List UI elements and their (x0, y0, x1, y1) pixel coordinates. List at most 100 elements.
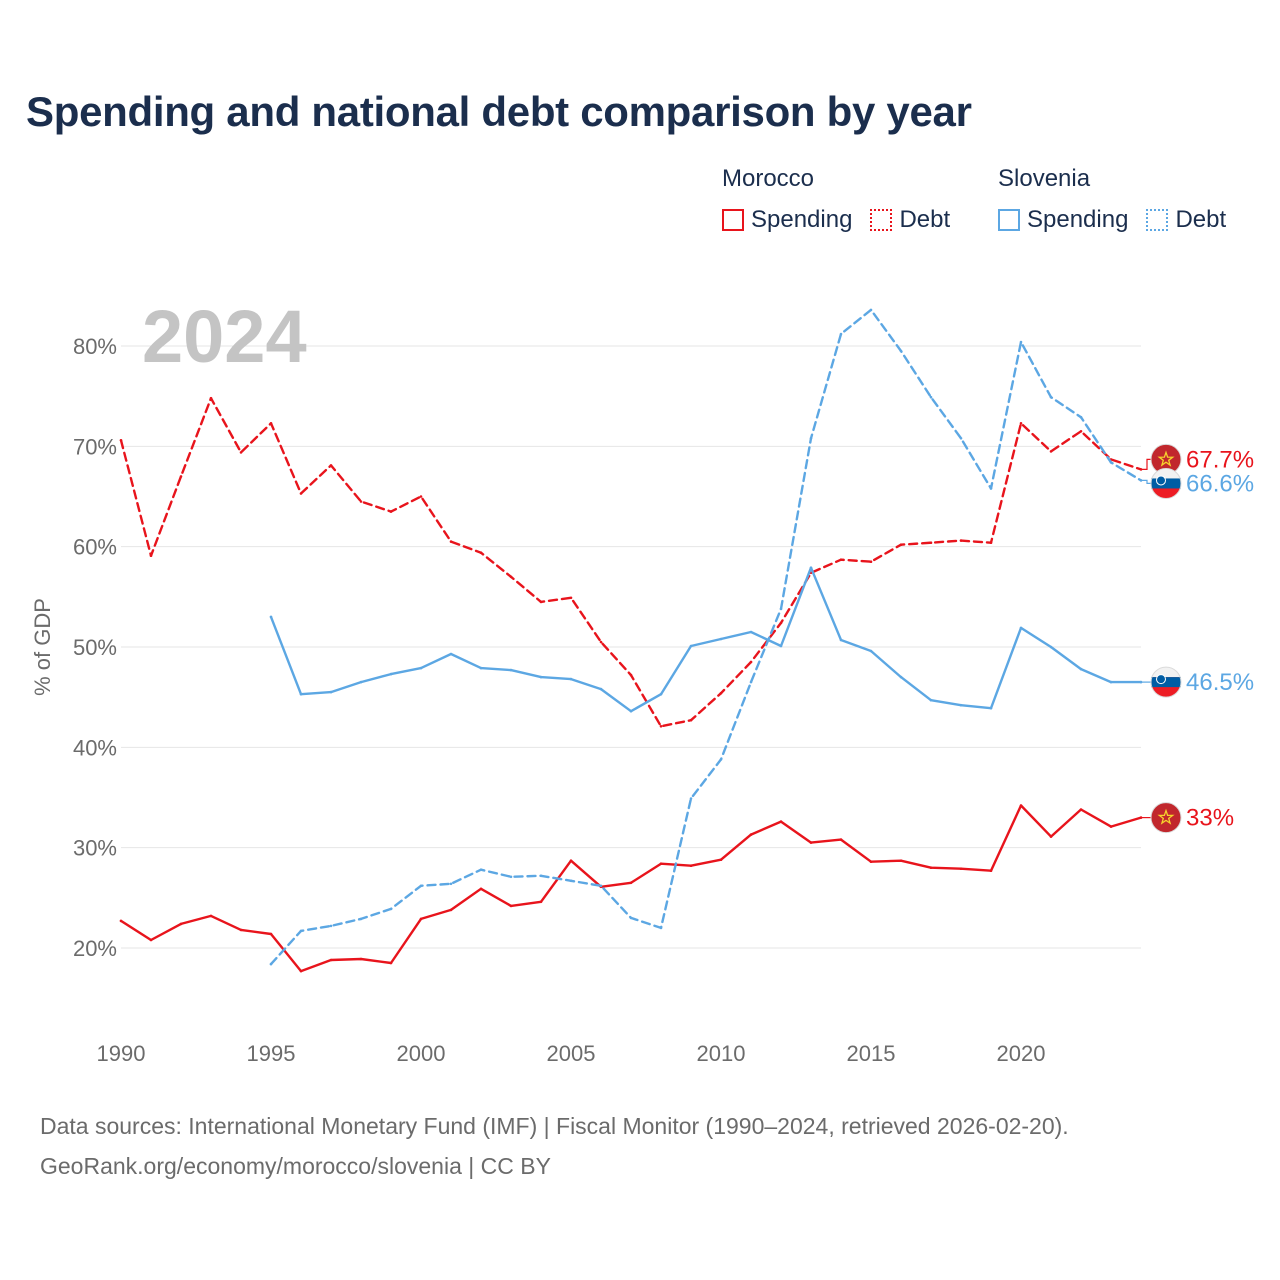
end-connector (1141, 479, 1151, 484)
data-point (659, 926, 663, 930)
legend-swatch-dotted (1146, 209, 1169, 231)
data-point (689, 644, 693, 648)
legend-label: Debt (899, 206, 951, 233)
data-point (629, 673, 633, 677)
data-point (509, 575, 513, 579)
data-point (629, 916, 633, 920)
legend-item-slovenia-spending[interactable]: Spending (998, 206, 1128, 234)
flag-outline (1150, 666, 1182, 698)
data-point (989, 541, 993, 544)
data-point (509, 668, 513, 672)
data-point (989, 487, 993, 490)
data-point (449, 882, 453, 886)
x-tick-label: 1990 (97, 1041, 146, 1066)
legend-item-slovenia-debt[interactable]: Debt (1146, 206, 1226, 234)
slovenia-flag-blue-band (1151, 478, 1181, 489)
data-point (989, 869, 993, 872)
data-point (1079, 430, 1083, 433)
data-point (779, 621, 783, 625)
series-line-slovenia-spending (269, 566, 1143, 713)
end-value-label: 46.5% (1186, 669, 1254, 696)
data-point (389, 907, 393, 911)
y-tick-label: 30% (73, 836, 117, 861)
data-point (599, 687, 603, 691)
data-point (269, 615, 273, 619)
legend-label: Spending (1027, 206, 1129, 233)
y-axis-label: % of GDP (30, 598, 55, 696)
slovenia-coat-of-arms-icon (1156, 674, 1166, 685)
data-point (629, 709, 633, 713)
legend-group-morocco: Morocco Spending Debt (722, 164, 950, 234)
slovenia-coat-of-arms-icon (1156, 475, 1166, 486)
legend-swatch-solid (998, 209, 1020, 231)
data-point (539, 874, 543, 878)
slovenia-flag-white-band (1151, 667, 1181, 683)
data-point (779, 607, 783, 611)
data-point (809, 566, 813, 569)
data-point (539, 900, 543, 904)
data-point (749, 660, 753, 664)
data-point (899, 859, 903, 862)
legend-item-morocco-spending[interactable]: Spending (722, 206, 852, 234)
data-point (689, 797, 693, 800)
data-point (149, 938, 153, 942)
data-point (329, 464, 333, 467)
legend-group-slovenia: Slovenia Spending Debt (998, 164, 1226, 234)
slovenia-flag-blue-band (1151, 677, 1181, 688)
data-point (1079, 667, 1083, 671)
data-point (599, 884, 603, 888)
legend-swatch-solid (722, 209, 744, 231)
data-point (1109, 680, 1113, 684)
data-point (299, 929, 303, 933)
flag-outline (1150, 467, 1182, 499)
data-point (449, 652, 453, 656)
x-tick-label: 1995 (247, 1041, 296, 1066)
data-point (959, 703, 963, 707)
data-point (899, 349, 903, 353)
data-point (719, 637, 723, 641)
series-line-morocco-spending (119, 804, 1143, 973)
data-point (479, 887, 483, 891)
data-point (419, 495, 423, 498)
morocco-star-icon (1157, 808, 1175, 825)
data-point (1019, 340, 1023, 344)
data-point (719, 858, 723, 861)
data-point (749, 630, 753, 634)
y-tick-label: 70% (73, 434, 117, 459)
y-tick-label: 20% (73, 936, 117, 961)
data-point (569, 596, 573, 600)
data-point (929, 698, 933, 702)
data-point (809, 437, 813, 440)
data-point (539, 600, 543, 604)
end-connector (1141, 458, 1151, 470)
data-point (209, 914, 213, 918)
data-point (269, 422, 273, 425)
data-point (779, 820, 783, 823)
data-point (659, 862, 663, 865)
data-point (329, 690, 333, 694)
data-point (389, 961, 393, 965)
y-tick-label: 50% (73, 635, 117, 660)
legend-item-morocco-debt[interactable]: Debt (870, 206, 950, 234)
y-tick-label: 60% (73, 535, 117, 560)
data-point (509, 875, 513, 879)
chart-title: Spending and national debt comparison by… (26, 88, 972, 135)
end-value-label: 66.6% (1186, 470, 1254, 497)
data-point (869, 560, 873, 563)
data-point (359, 957, 363, 961)
data-point (629, 881, 633, 885)
data-point (479, 551, 483, 554)
data-point (989, 706, 993, 710)
data-point (959, 437, 963, 440)
series-line-slovenia-debt (269, 308, 1143, 966)
data-point (569, 879, 573, 883)
data-point (119, 919, 123, 923)
data-point (899, 543, 903, 546)
data-point (389, 510, 393, 513)
data-point (539, 675, 543, 679)
end-value-label: 33% (1186, 805, 1234, 832)
data-point (389, 672, 393, 676)
data-point (869, 860, 873, 863)
data-point (299, 692, 303, 696)
